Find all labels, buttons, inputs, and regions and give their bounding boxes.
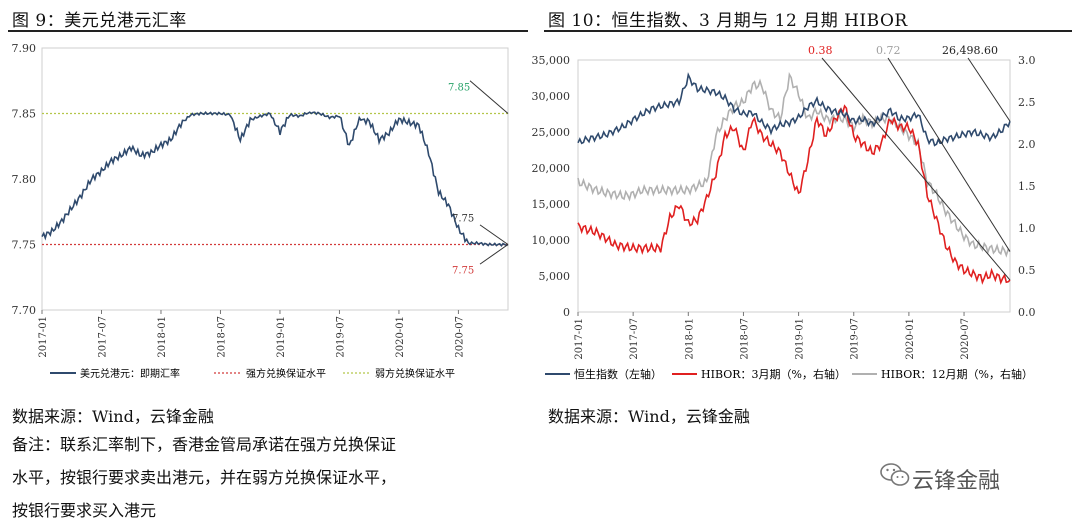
left-y-tick-label: 7.80 [12,173,37,186]
left-y-tick-label: 7.70 [12,304,37,317]
right-yright-tick-label: 2.5 [1018,96,1036,109]
charts-canvas: 7.70 7.75 7.80 7.85 7.90 2017-01 2017-07 2018-… [12,42,1036,381]
annot-hibor12m-last: 0.72 [876,44,901,57]
right-yleft-tick-label: 10,000 [532,234,571,247]
spot-rate-line [41,111,509,247]
note-line-2: 水平，按银行要求卖出港元，并在弱方兑换保证水平， [12,468,397,487]
right-x-tick-label: 2020-07 [960,318,971,360]
right-yleft-tick-label: 20,000 [532,162,571,175]
right-yright-tick-label: 1.5 [1018,180,1036,193]
legend-label-hibor3m: HIBOR：3月期（%，右轴） [701,367,846,381]
left-x-tick-label: 2019-07 [335,316,346,358]
right-x-tick-label: 2017-01 [574,318,585,360]
figure-9-title: 图 9：美元兑港元汇率 [12,11,187,31]
left-x-tick-label: 2017-07 [97,316,108,358]
right-yleft-tick-label: 25,000 [532,126,571,139]
hibor-12m-line [577,72,1011,258]
left-x-tick-label: 2018-07 [216,316,227,358]
annot-leader-775-top [479,224,509,245]
left-y-tick-label: 7.85 [12,108,37,121]
left-x-tick-label: 2019-01 [276,316,287,358]
left-x-tick-label: 2020-01 [395,316,406,358]
hsi-line [577,72,1011,147]
annot-hibor3m-last: 0.38 [808,44,833,57]
right-x-tick-label: 2018-01 [684,318,695,360]
right-yleft-tick-label: 0 [563,306,570,319]
left-x-tick-label: 2020-07 [454,316,465,358]
figure-10-title: 图 10：恒生指数、3 月期与 12 月期 HIBOR [548,11,908,31]
right-x-tick-label: 2019-07 [850,318,861,360]
annot-775-spot: 7.75 [452,213,474,224]
annot-785: 7.85 [448,82,470,93]
note-line-3: 按银行要求买入港元 [12,501,157,520]
right-yright-tick-label: 0.5 [1018,264,1036,277]
annot-hsi-last: 26,498.60 [942,44,998,57]
legend-label-hibor12m: HIBOR：12月期（%，右轴） [881,367,1033,381]
legend-label-hsi: 恒生指数（左轴） [574,367,662,381]
annot-leader-hsi [967,57,1011,122]
legend-label-spot: 美元兑港元：即期汇率 [80,367,180,380]
right-x-tick-label: 2017-07 [629,318,640,360]
usd-hkd-chart: 7.70 7.75 7.80 7.85 7.90 2017-01 2017-07 2018-… [12,42,509,380]
note-line-1: 备注：联系汇率制下，香港金管局承诺在强方兑换保证 [12,435,397,454]
left-x-tick-label: 2017-01 [38,316,49,358]
right-yleft-tick-label: 15,000 [532,198,571,211]
annot-leader-hibor3m [821,57,1011,281]
title-rule-right [544,30,1072,32]
left-y-tick-label: 7.90 [12,42,37,55]
left-y-tick-label: 7.75 [12,239,37,252]
source-right: 数据来源：Wind，云锋金融 [548,407,750,426]
left-x-tick-label: 2018-01 [157,316,168,358]
watermark-text: 云锋金融 [912,469,1001,494]
wechat-icon [880,463,910,486]
hsi-hibor-chart: 0 5,000 10,000 15,000 20,000 25,000 30,000 35,0… [532,44,1036,381]
right-yleft-tick-label: 35,000 [532,54,571,67]
right-yright-tick-label: 1.0 [1018,222,1036,235]
right-yright-tick-label: 0.0 [1018,306,1036,319]
annot-leader-775-bottom [479,244,509,265]
right-yleft-tick-label: 30,000 [532,90,571,103]
annot-775-strong: 7.75 [452,266,474,277]
hibor-3m-line [577,104,1011,285]
right-yleft-tick-label: 5,000 [539,270,571,283]
legend-label-strong: 强方兑换保证水平 [246,367,326,380]
right-yright-tick-label: 2.0 [1018,138,1036,151]
source-left: 数据来源：Wind，云锋金融 [12,407,214,426]
right-x-tick-label: 2018-07 [739,318,750,360]
right-x-tick-label: 2019-01 [795,318,806,360]
right-yright-tick-label: 3.0 [1018,54,1036,67]
right-x-tick-label: 2020-01 [905,318,916,360]
title-rule-left [8,30,528,32]
legend-label-weak: 弱方兑换保证水平 [375,367,455,380]
annot-leader-785 [469,80,509,114]
annot-leader-hibor12m [887,57,1011,252]
left-plot-area [41,47,509,311]
